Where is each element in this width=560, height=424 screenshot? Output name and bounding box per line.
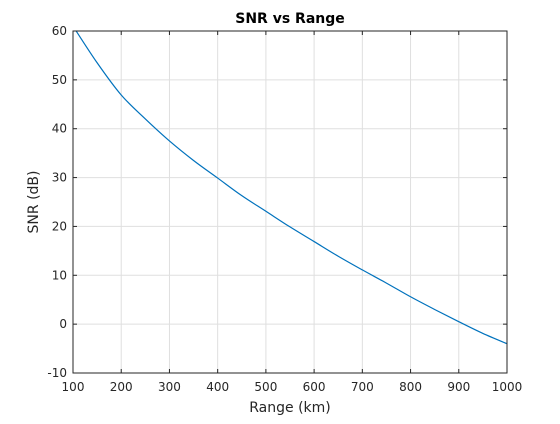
x-axis-label: Range (km) (249, 400, 331, 416)
y-tick-label: 60 (52, 24, 67, 38)
x-tick-label: 1000 (492, 380, 523, 394)
axes-box (72, 30, 508, 374)
x-tick-label: 900 (447, 380, 470, 394)
x-tick-label: 100 (62, 380, 85, 394)
tick-labels: 100 200 300 400 500 600 700 800 900 1000 -10 0 10 20 3… (47, 24, 522, 394)
y-axis-label: SNR (dB) (26, 171, 42, 234)
x-tick-label: 500 (254, 380, 277, 394)
x-tick-label: 300 (158, 380, 181, 394)
y-tick-label: 50 (52, 73, 67, 87)
chart-title: SNR vs Range (235, 11, 345, 27)
y-tick-label: 40 (52, 122, 67, 136)
series-line (75, 31, 507, 345)
y-tick-label: -10 (47, 366, 67, 380)
series-layer (75, 31, 507, 345)
tick-marks (72, 30, 508, 374)
x-tick-label: 400 (206, 380, 229, 394)
plot-area (73, 31, 507, 373)
x-tick-label: 700 (351, 380, 374, 394)
y-tick-label: 0 (59, 317, 67, 331)
y-tick-label: 20 (52, 219, 67, 233)
y-tick-label: 30 (52, 171, 67, 185)
y-tick-label: 10 (52, 268, 67, 282)
x-tick-label: 200 (110, 380, 133, 394)
x-tick-label: 800 (399, 380, 422, 394)
x-tick-label: 600 (303, 380, 326, 394)
